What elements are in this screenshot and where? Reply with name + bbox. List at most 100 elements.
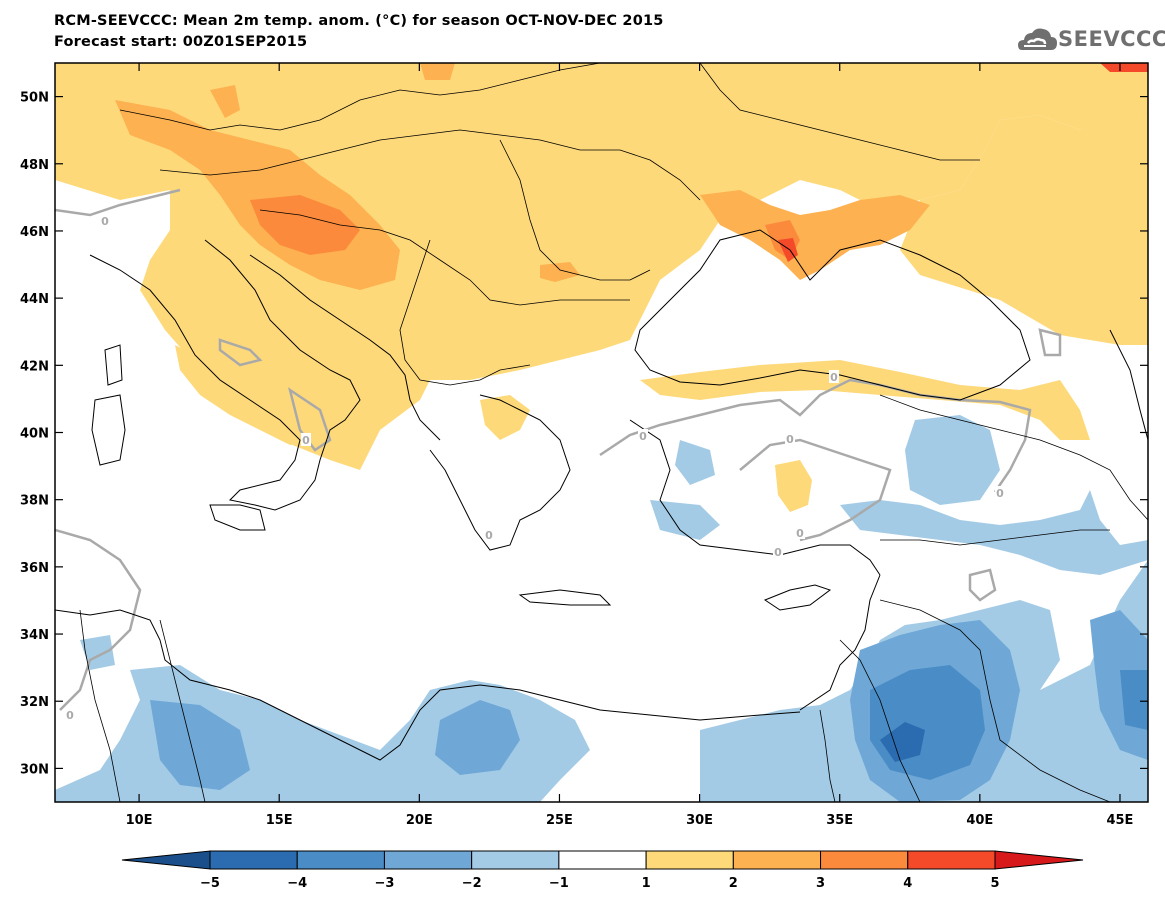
north-africa-coast (55, 609, 801, 761)
greece-coast (429, 394, 571, 551)
cold-anomaly-area-anatolia-south (650, 500, 720, 540)
zero-contour-label: 0 (830, 371, 838, 384)
colorbar-bin (296, 850, 385, 870)
colorbar-label: 1 (642, 876, 651, 891)
colorbar-label: −3 (374, 876, 394, 891)
colorbar-bin (645, 850, 734, 870)
country-border (399, 239, 531, 386)
country-border (159, 619, 206, 802)
zero-contour-line (218, 338, 263, 367)
lat-tick-label: 34N (20, 628, 49, 643)
colorbar-label: −1 (549, 876, 569, 891)
warm-anomaly-area-alps (210, 85, 240, 118)
zero-contour-label: 0 (101, 215, 109, 228)
black-sea-coast (634, 229, 1031, 401)
lat-tick-label: 40N (20, 427, 49, 442)
cyprus-coast (763, 584, 832, 611)
lat-tick-label: 38N (20, 494, 49, 509)
colorbar-label: −4 (287, 876, 307, 891)
corsica-coast (104, 344, 123, 386)
warm-anomaly-area-east (1020, 190, 1148, 345)
coastlines (55, 229, 1148, 761)
zero-contour-line (599, 378, 1032, 493)
lon-tick-label: 25E (546, 813, 573, 828)
zero-label-bg (785, 432, 795, 445)
logo-text: SEEVCCC (1058, 27, 1165, 51)
zero-label-bg (773, 545, 783, 558)
country-border (499, 139, 651, 281)
warm-anomaly-area-crimea-peak (778, 238, 798, 262)
country-border (159, 129, 701, 201)
country-border (259, 209, 630, 306)
sicily-coast (209, 504, 266, 531)
country-border (699, 63, 980, 161)
colorbar-label: 3 (816, 876, 825, 891)
colorbar-bin (558, 850, 647, 870)
colorbar-bin (383, 850, 473, 870)
lat-tick-label: 48N (20, 158, 49, 173)
lat-tick-label: 44N (20, 292, 49, 307)
caspian-west-coast (1109, 329, 1148, 441)
latitude-axis: 30N 32N 34N 36N 38N 40N 42N 44N 46N 48N 50N (20, 91, 1148, 777)
country-border (79, 609, 121, 802)
colorbar-bin (471, 850, 560, 870)
levant-coast (799, 574, 881, 711)
cold-anomaly-area-arabia-core (880, 722, 925, 762)
lon-tick-label: 10E (126, 813, 153, 828)
zero-contour-labels: 0 0 0 0 0 0 0 0 0 0 (65, 214, 1005, 722)
colorbar-label: −2 (462, 876, 482, 891)
lat-tick-label: 30N (20, 762, 49, 777)
country-border (879, 394, 1148, 521)
warm-anomaly-area-aegean (480, 395, 530, 440)
zero-label-bg (795, 526, 805, 539)
colorbar-label: −5 (200, 876, 220, 891)
country-borders (79, 63, 1148, 802)
warm-anomaly-area-black-sea-north (700, 190, 930, 280)
colorbar-label: 5 (990, 876, 999, 891)
cold-anomaly-area-east (905, 415, 1000, 505)
zero-contour-label: 0 (485, 529, 493, 542)
lon-tick-label: 35E (826, 813, 853, 828)
warm-anomaly-area-romania (540, 262, 580, 282)
lon-tick-label: 45E (1106, 813, 1133, 828)
cloud-icon (1018, 28, 1057, 50)
zero-label-bg (301, 433, 311, 446)
country-border (119, 63, 601, 131)
zero-label-bg (484, 528, 494, 541)
map-subtitle: Forecast start: 00Z01SEP2015 (54, 34, 308, 50)
lon-tick-label: 40E (966, 813, 993, 828)
country-border (879, 599, 1111, 802)
colorbar-bin (121, 850, 211, 870)
colorbar: −5 −4 −3 −2 −1 1 2 3 4 5 (121, 850, 1084, 891)
anomaly-field (55, 63, 1148, 802)
zero-contour-label: 0 (786, 433, 794, 446)
colorbar-bin (820, 850, 909, 870)
warm-anomaly-area-north (55, 63, 1148, 345)
cold-anomaly-area-gulf-of-sirte (435, 700, 520, 775)
lat-tick-label: 42N (20, 359, 49, 374)
longitude-axis: 10E 15E 20E 25E 30E 35E 40E 45E (126, 63, 1133, 828)
cold-anomaly-area-libya-core (150, 700, 250, 790)
zero-label-bg (100, 214, 110, 227)
cold-anomaly-area-anatolia-west (675, 440, 715, 485)
zero-label-bg (829, 370, 839, 383)
warm-anomaly-area-carpathian (420, 63, 455, 80)
country-border (880, 529, 1110, 546)
adriatic-east-coast (249, 254, 441, 441)
colorbar-bin (994, 850, 1084, 870)
zero-contour-label: 0 (774, 546, 782, 559)
zero-contour-label: 0 (66, 709, 74, 722)
zero-contour-line (288, 387, 332, 452)
crete-coast (518, 589, 612, 606)
colorbar-label: 4 (903, 876, 912, 891)
zero-contour-line (55, 188, 181, 217)
lat-tick-label: 36N (20, 561, 49, 576)
zero-label-bg (638, 429, 648, 442)
lon-tick-label: 15E (266, 813, 293, 828)
map-title: RCM-SEEVCCC: Mean 2m temp. anom. (°C) fo… (54, 13, 664, 29)
warm-anomaly-area-anatolia-inland (775, 460, 812, 512)
zero-contour-label: 0 (639, 430, 647, 443)
zero-label-bg (995, 486, 1005, 499)
lat-tick-label: 50N (20, 91, 49, 106)
